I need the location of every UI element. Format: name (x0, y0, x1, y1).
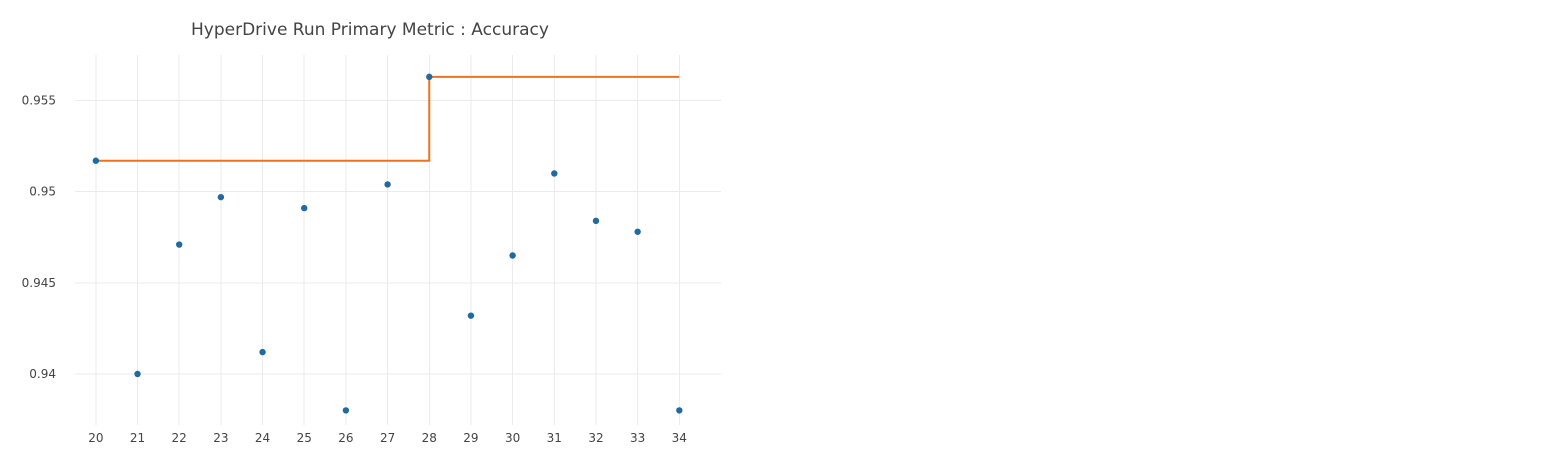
y-tick-label: 0.955 (22, 94, 56, 108)
run-point (551, 170, 558, 177)
x-tick-label: 24 (255, 431, 270, 445)
run-point (301, 204, 308, 212)
x-tick-label: 34 (672, 431, 687, 445)
run-point (217, 193, 225, 201)
x-tick-label: 31 (547, 431, 562, 445)
run-point (426, 73, 433, 81)
best-metric-step-line (95, 75, 680, 162)
run-point (592, 217, 600, 225)
run-point (384, 181, 391, 188)
x-tick-label: 33 (630, 431, 645, 445)
x-tick-label: 21 (130, 431, 145, 445)
run-point (509, 252, 516, 259)
x-tick-label: 23 (213, 431, 228, 445)
run-point (134, 370, 141, 378)
y-tick-label: 0.94 (29, 367, 56, 381)
chart-title: HyperDrive Run Primary Metric : Accuracy (191, 20, 549, 40)
x-tick-label: 26 (338, 431, 353, 445)
y-tick-label: 0.945 (22, 276, 56, 290)
run-point (467, 312, 475, 319)
x-tick-label: 25 (297, 431, 312, 445)
run-point (175, 241, 183, 248)
run-point (634, 228, 641, 235)
plot-area (92, 73, 683, 414)
run-point (92, 157, 100, 164)
x-tick-label: 28 (422, 431, 437, 445)
y-tick-label: 0.95 (29, 185, 56, 199)
run-point (259, 348, 266, 356)
run-point (676, 407, 683, 414)
x-tick-label: 27 (380, 431, 395, 445)
run-point (342, 407, 350, 414)
x-tick-label: 29 (463, 431, 478, 445)
x-tick-label: 20 (88, 431, 103, 445)
grid (75, 55, 721, 425)
x-tick-label: 32 (588, 431, 603, 445)
x-tick-label: 30 (505, 431, 520, 445)
x-tick-label: 22 (172, 431, 187, 445)
axes: 20 21 22 23 24 25 26 27 28 29 30 31 32 33 34 0.94 0.945 0… (22, 94, 687, 445)
